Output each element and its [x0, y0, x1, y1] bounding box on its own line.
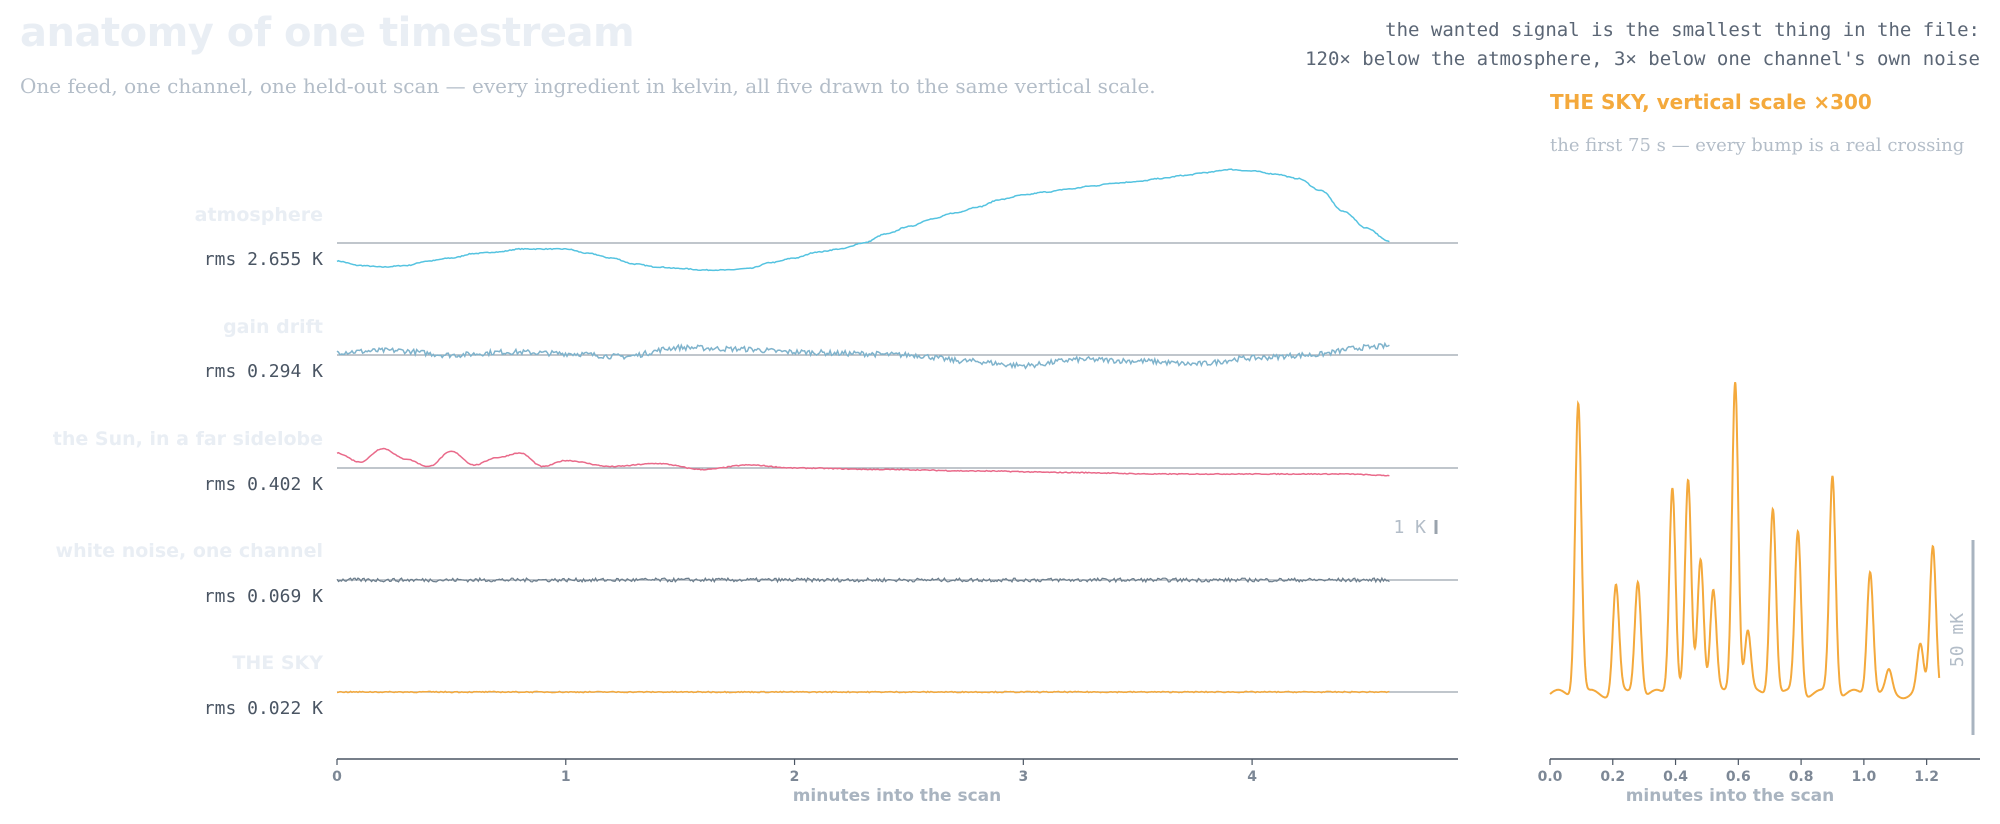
series-name-label: white noise, one channel [56, 540, 323, 562]
scale-bar-50mk-label: 50 mK [1947, 613, 1968, 667]
x-tick-label: 0.0 [1538, 769, 1563, 785]
x-tick-label: 1.0 [1851, 769, 1876, 785]
x-tick-label: 0.8 [1789, 769, 1814, 785]
page-title: anatomy of one timestream [20, 10, 635, 56]
x-axis-label-left: minutes into the scan [793, 786, 1002, 806]
series-line-sun [336, 447, 1390, 477]
page-subtitle: One feed, one channel, one held-out scan… [20, 74, 1156, 98]
x-tick-label: 0.2 [1600, 769, 1625, 785]
series-name-label: THE SKY [232, 652, 323, 674]
right-panel-subtitle: the first 75 s — every bump is a real cr… [1550, 135, 1965, 156]
x-tick-label: 0 [332, 769, 342, 785]
rms-label: rms 0.402 K [204, 474, 323, 495]
scale-bar-label: 1 K [1393, 517, 1426, 538]
x-tick-label: 4 [1247, 769, 1257, 785]
rms-label: rms 0.069 K [204, 586, 323, 607]
headline-note: the wanted signal is the smallest thing … [1305, 16, 1980, 74]
series-line-atmosphere [336, 168, 1390, 272]
rms-label: rms 0.022 K [204, 698, 323, 719]
rms-label: rms 0.294 K [204, 361, 323, 382]
series-name-label: atmosphere [195, 204, 323, 226]
series-line-white_noise [336, 576, 1390, 584]
series-line-sky [336, 690, 1390, 694]
sky-zoom-line [1549, 381, 1941, 700]
x-tick-label: 0.6 [1726, 769, 1751, 785]
note-line-1: the wanted signal is the smallest thing … [1385, 19, 1980, 41]
x-tick-label: 2 [790, 769, 800, 785]
rms-label: rms 2.655 K [204, 249, 323, 270]
x-tick-label: 3 [1018, 769, 1028, 785]
x-tick-label: 1.2 [1914, 769, 1939, 785]
series-line-gain_drift [336, 341, 1390, 370]
x-axis-label-right: minutes into the scan [1626, 786, 1835, 806]
series-name-label: gain drift [223, 316, 323, 338]
right-panel-title: THE SKY, vertical scale ×300 [1550, 90, 1872, 114]
note-line-2: 120× below the atmosphere, 3× below one … [1305, 48, 1980, 70]
x-tick-label: 1 [561, 769, 571, 785]
series-name-label: the Sun, in a far sidelobe [53, 428, 323, 450]
x-tick-label: 0.4 [1663, 769, 1688, 785]
